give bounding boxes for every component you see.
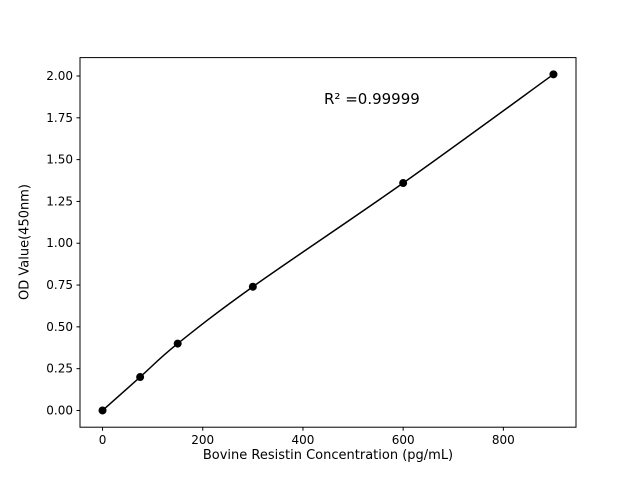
r-squared-annotation: R² =0.99999 — [324, 90, 420, 108]
y-tick-label: 1.50 — [46, 153, 73, 167]
x-tick-label: 800 — [492, 433, 515, 447]
data-point — [98, 406, 107, 415]
y-tick-label: 1.00 — [46, 236, 73, 250]
y-tick-label: 1.75 — [46, 111, 73, 125]
y-tick-label: 0.25 — [46, 362, 73, 376]
y-tick-label: 1.25 — [46, 194, 73, 208]
data-point — [549, 70, 558, 79]
data-point — [399, 179, 408, 188]
x-axis-label: Bovine Resistin Concentration (pg/mL) — [202, 448, 454, 463]
y-tick-label: 0.00 — [46, 403, 73, 417]
y-axis-label: OD Value(450nm) — [17, 184, 33, 300]
y-tick-label: 2.00 — [46, 69, 73, 83]
y-tick-label: 0.50 — [46, 320, 73, 334]
fit-line — [102, 73, 554, 412]
x-tick-label: 400 — [291, 433, 314, 447]
x-tick-label: 600 — [392, 433, 415, 447]
data-point — [248, 282, 257, 291]
y-tick-label: 0.75 — [46, 278, 73, 292]
data-point — [136, 373, 145, 382]
plot-frame — [79, 57, 577, 428]
x-tick-label: 200 — [191, 433, 214, 447]
data-point — [173, 339, 182, 348]
x-tick-label: 0 — [99, 433, 107, 447]
